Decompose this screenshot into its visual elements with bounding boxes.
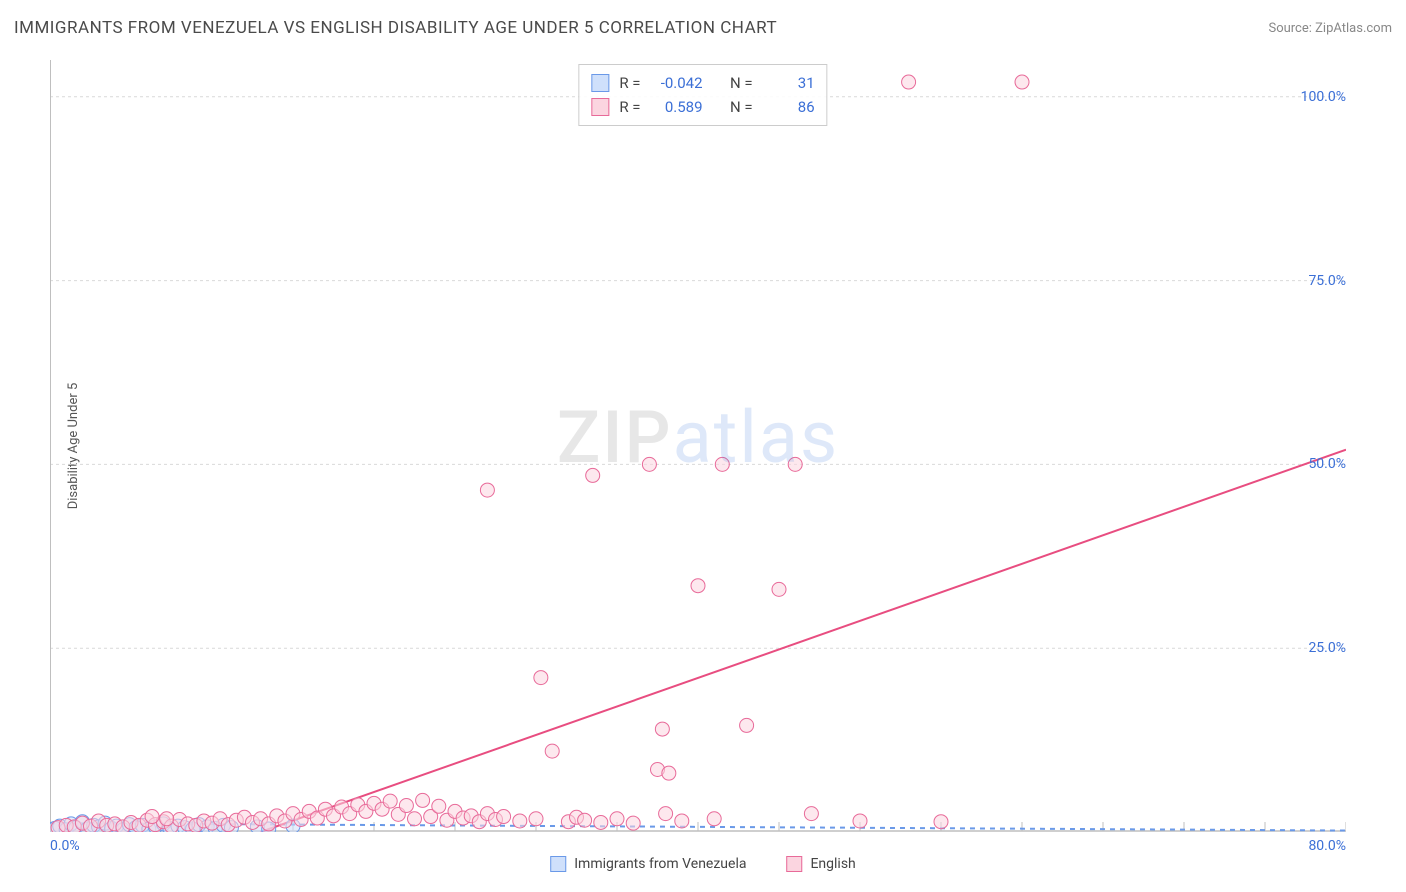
stats-box: R = -0.042 N = 31 R = 0.589 N = 86 [578, 64, 827, 126]
point-english [853, 814, 867, 828]
chart-title: IMMIGRANTS FROM VENEZUELA VS ENGLISH DIS… [14, 18, 777, 38]
legend-label: Immigrants from Venezuela [574, 856, 746, 872]
point-english [902, 75, 916, 89]
bottom-legend: Immigrants from Venezuela English [550, 856, 856, 872]
point-english [578, 813, 592, 827]
point-english [408, 812, 422, 826]
point-english [480, 483, 494, 497]
point-english [594, 815, 608, 829]
swatch-english [591, 98, 609, 116]
point-english [1015, 75, 1029, 89]
point-english [659, 807, 673, 821]
trend-line-english [261, 450, 1346, 832]
point-english [513, 814, 527, 828]
point-english [497, 810, 511, 824]
point-english [586, 468, 600, 482]
stat-r-label: R = [619, 95, 640, 119]
x-tick-label: 0.0% [50, 838, 80, 854]
point-english [772, 582, 786, 596]
stat-r-value: -0.042 [651, 71, 703, 95]
x-tick-label: 80.0% [1308, 838, 1346, 854]
stat-n-label: N = [730, 95, 753, 119]
swatch-venezuela [550, 856, 566, 872]
point-english [160, 812, 174, 826]
point-english [715, 457, 729, 471]
stats-row-venezuela: R = -0.042 N = 31 [591, 71, 814, 95]
point-english [934, 815, 948, 829]
point-english [675, 814, 689, 828]
point-english [145, 810, 159, 824]
point-english [662, 766, 676, 780]
scatter-chart [50, 60, 1346, 832]
source-label: Source: ZipAtlas.com [1268, 21, 1392, 36]
point-english [610, 812, 624, 826]
point-english [655, 722, 669, 736]
plot-area: ZIPatlas 25.0%50.0%75.0%100.0%0.0%80.0% [50, 60, 1346, 832]
point-english [545, 744, 559, 758]
point-english [383, 794, 397, 808]
point-english [788, 457, 802, 471]
stat-n-label: N = [730, 71, 753, 95]
legend-item-english: English [786, 856, 855, 872]
point-english [399, 799, 413, 813]
point-english [529, 812, 543, 826]
point-english [626, 816, 640, 830]
point-english [691, 579, 705, 593]
stat-n-value: 31 [763, 71, 815, 95]
stat-r-value: 0.589 [651, 95, 703, 119]
stat-n-value: 86 [763, 95, 815, 119]
stat-r-label: R = [619, 71, 640, 95]
point-english [642, 457, 656, 471]
swatch-venezuela [591, 74, 609, 92]
legend-item-venezuela: Immigrants from Venezuela [550, 856, 746, 872]
point-english [534, 671, 548, 685]
swatch-english [786, 856, 802, 872]
point-english [432, 799, 446, 813]
point-english [804, 807, 818, 821]
point-english [707, 812, 721, 826]
point-english [740, 718, 754, 732]
legend-label: English [810, 856, 855, 872]
point-english [416, 793, 430, 807]
stats-row-english: R = 0.589 N = 86 [591, 95, 814, 119]
